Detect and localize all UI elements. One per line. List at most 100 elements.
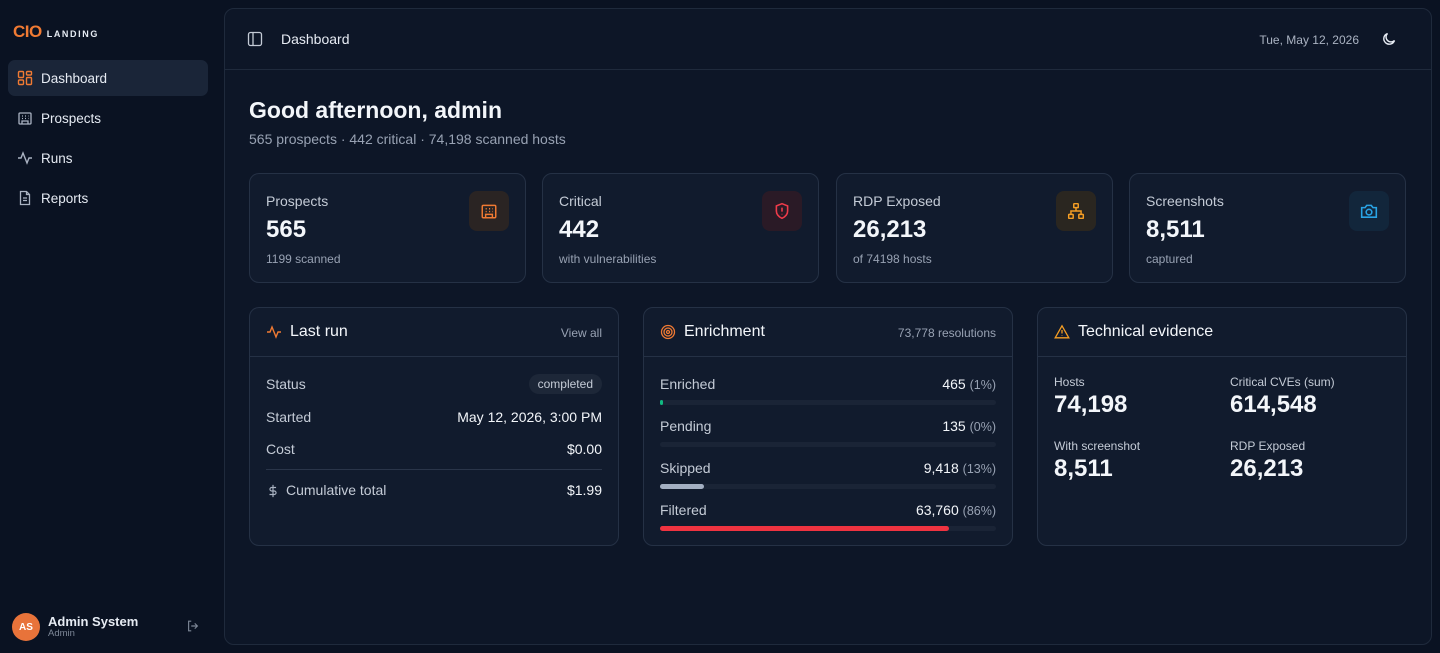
row-count: 63,760 [915, 502, 959, 518]
moon-icon[interactable] [1381, 31, 1397, 47]
tile-value: 614,548 [1230, 391, 1317, 418]
sidebar-item-label: Prospects [41, 110, 102, 126]
sidebar-item-prospects[interactable]: Prospects [8, 100, 208, 136]
network-icon [1067, 202, 1085, 220]
row-label: Status [266, 376, 306, 392]
stat-card-rdp-exposed[interactable]: RDP Exposed 26,213 of 74198 hosts [836, 173, 1113, 283]
progress-track [660, 526, 996, 531]
document-icon [19, 190, 31, 206]
enrichment-card: Enrichment 73,778 resolutions Enriched 46… [643, 307, 1013, 546]
progress-track [660, 400, 996, 405]
target-icon [660, 324, 676, 340]
sidebar: CIO LANDING Dashboard Prospects Runs [0, 0, 216, 653]
row-value: 135 (0%) [942, 418, 996, 434]
sidebar-toggle-icon[interactable] [247, 31, 263, 47]
row-value: $1.99 [566, 482, 602, 498]
logout-icon[interactable] [186, 619, 200, 633]
activity-icon [267, 325, 281, 339]
view-all-link[interactable]: View all [560, 326, 602, 340]
sidebar-item-label: Dashboard [41, 70, 108, 86]
tile-label: Critical CVEs (sum) [1230, 375, 1335, 389]
stat-icon-wrap [469, 191, 509, 231]
stat-note: with vulnerabilities [559, 252, 657, 266]
enrichment-row-skipped: Skipped 9,418 (13%) [660, 460, 996, 494]
stat-value: 442 [559, 216, 600, 243]
stat-label: RDP Exposed [853, 193, 941, 209]
user-name: Admin System [48, 613, 139, 629]
row-count: 465 [942, 376, 966, 392]
stat-note: of 74198 hosts [853, 252, 932, 266]
stat-icon-wrap [1349, 191, 1389, 231]
row-label: Enriched [660, 376, 716, 392]
sidebar-item-dashboard[interactable]: Dashboard [8, 60, 208, 96]
evidence-tile-hosts: Hosts 74,198 [1054, 375, 1127, 419]
stat-card-screenshots[interactable]: Screenshots 8,511 captured [1129, 173, 1406, 283]
card-header: Last run View all [250, 308, 618, 357]
row-value: 63,760 (86%) [916, 502, 996, 518]
stat-value: 565 [266, 216, 307, 243]
logo-text: CIO [13, 22, 42, 41]
main-panel: Dashboard Tue, May 12, 2026 Good afterno… [224, 8, 1432, 645]
technical-evidence-card: Technical evidence Hosts 74,198 Critical… [1037, 307, 1407, 546]
camera-icon [1360, 204, 1378, 218]
stat-label: Critical [559, 193, 602, 209]
stat-label: Screenshots [1146, 193, 1224, 209]
tile-label: With screenshot [1054, 439, 1141, 453]
stat-card-prospects[interactable]: Prospects 565 1199 scanned [249, 173, 526, 283]
logo-subtext: LANDING [46, 29, 99, 39]
warning-icon [1054, 324, 1070, 339]
sidebar-item-reports[interactable]: Reports [8, 180, 208, 216]
resolutions-count: 73,778 resolutions [897, 326, 996, 340]
sidebar-item-label: Reports [41, 190, 89, 206]
top-bar: Dashboard Tue, May 12, 2026 [225, 9, 1431, 70]
card-title: Enrichment [684, 323, 765, 340]
sidebar-item-runs[interactable]: Runs [8, 140, 208, 176]
progress-fill [660, 400, 664, 405]
divider [266, 469, 602, 470]
user-profile[interactable]: AS Admin System Admin [12, 612, 202, 642]
card-header: Technical evidence [1038, 308, 1406, 357]
evidence-tile-rdp-exposed: RDP Exposed 26,213 [1230, 439, 1305, 483]
card-title: Last run [290, 323, 348, 340]
row-percent: (86%) [962, 504, 996, 518]
row-percent: (1%) [969, 378, 996, 392]
tile-label: Hosts [1054, 375, 1085, 389]
stat-card-critical[interactable]: Critical 442 with vulnerabilities [542, 173, 819, 283]
sidebar-nav: Dashboard Prospects Runs Reports [8, 60, 208, 220]
tile-value: 26,213 [1230, 455, 1304, 482]
card-title: Technical evidence [1078, 323, 1214, 340]
row-value: May 12, 2026, 3:00 PM [457, 409, 602, 425]
tile-label: RDP Exposed [1230, 439, 1306, 453]
activity-icon [18, 151, 32, 165]
stat-icon-wrap [762, 191, 802, 231]
enrichment-row-enriched: Enriched 465 (1%) [660, 376, 996, 410]
row-percent: (13%) [962, 462, 996, 476]
building-icon [18, 112, 32, 125]
tile-value: 8,511 [1054, 455, 1113, 482]
building-icon [481, 204, 497, 219]
enrichment-row-pending: Pending 135 (0%) [660, 418, 996, 452]
stat-value: 26,213 [853, 216, 927, 243]
sidebar-item-label: Runs [41, 150, 73, 166]
row-count: 135 [942, 418, 966, 434]
progress-fill [660, 484, 704, 489]
status-row: Status completed [266, 374, 602, 396]
current-date: Tue, May 12, 2026 [1259, 33, 1359, 47]
row-label: Cumulative total [286, 482, 387, 498]
brand-logo[interactable]: CIO LANDING [13, 22, 99, 42]
stat-note: captured [1146, 252, 1193, 266]
user-role: Admin [48, 627, 75, 639]
evidence-tile-with-screenshot: With screenshot 8,511 [1054, 439, 1140, 483]
page-subtitle: 565 prospects · 442 critical · 74,198 sc… [249, 131, 566, 147]
breadcrumb: Dashboard [281, 31, 350, 47]
tile-value: 74,198 [1054, 391, 1128, 418]
row-label: Skipped [660, 460, 711, 476]
progress-track [660, 442, 996, 447]
progress-track [660, 484, 996, 489]
row-percent: (0%) [969, 420, 996, 434]
avatar: AS [12, 613, 40, 641]
row-label: Filtered [660, 502, 707, 518]
page-title: Good afternoon, admin [249, 97, 502, 123]
shield-alert-icon [775, 202, 789, 220]
row-label: Cost [266, 441, 295, 457]
